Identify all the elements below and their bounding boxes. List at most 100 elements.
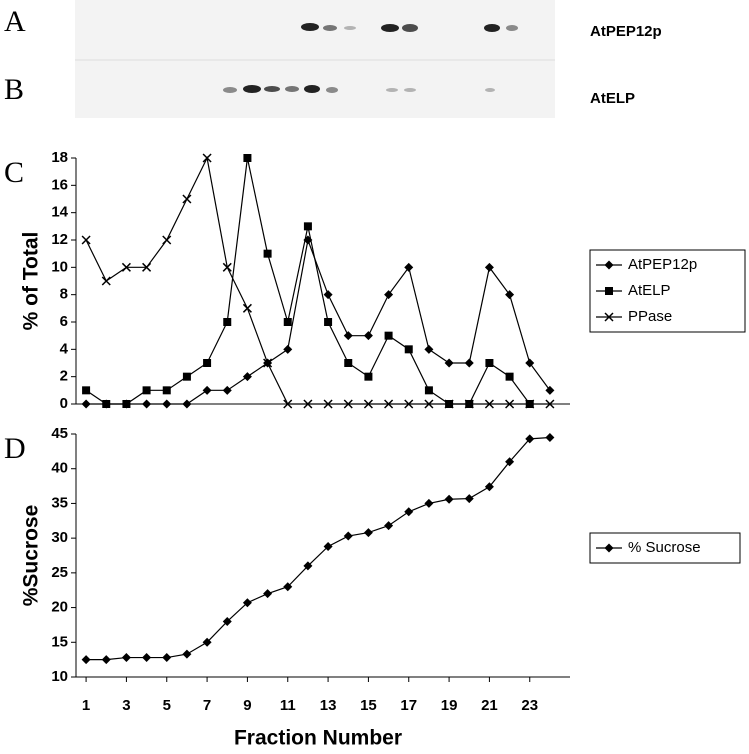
y-tick-label: 2	[60, 368, 68, 385]
legend-marker	[604, 260, 614, 270]
marker	[323, 541, 333, 551]
y-tick-label: 45	[51, 425, 68, 442]
legend-marker	[605, 287, 613, 295]
legend-label: AtELP	[628, 282, 671, 299]
marker	[464, 494, 474, 504]
x-axis-label: Fraction Number	[234, 727, 402, 750]
legend-marker	[604, 543, 614, 553]
marker	[162, 653, 172, 663]
marker	[263, 358, 273, 368]
marker	[343, 531, 353, 541]
marker	[182, 399, 192, 409]
marker	[81, 655, 91, 665]
marker	[485, 359, 494, 367]
marker	[484, 482, 494, 492]
marker	[303, 399, 313, 409]
blot-label: AtELP	[590, 90, 635, 107]
marker	[525, 434, 535, 444]
y-tick-label: 0	[60, 395, 68, 412]
marker	[323, 290, 333, 300]
marker	[505, 372, 514, 381]
marker	[344, 359, 353, 367]
x-tick-label: 3	[122, 697, 130, 714]
legend-marker	[604, 312, 614, 322]
series-line	[85, 157, 531, 405]
marker	[505, 457, 515, 467]
marker	[324, 318, 333, 326]
y-tick-label: 12	[51, 231, 68, 248]
marker	[384, 331, 393, 340]
x-tick-label: 13	[320, 697, 337, 714]
marker	[484, 399, 494, 409]
marker	[545, 399, 555, 409]
marker	[404, 399, 414, 409]
y-tick-label: 10	[51, 258, 68, 275]
marker	[364, 372, 373, 381]
marker	[162, 399, 172, 409]
marker	[424, 399, 434, 409]
marker	[505, 290, 515, 300]
marker	[323, 399, 333, 409]
y-tick-label: 25	[51, 564, 68, 581]
marker	[122, 400, 131, 408]
marker	[505, 399, 515, 409]
marker	[182, 194, 192, 204]
series-line	[85, 156, 550, 405]
marker	[363, 331, 373, 341]
marker	[81, 399, 91, 409]
marker	[242, 372, 252, 382]
marker	[222, 262, 232, 272]
marker	[464, 358, 474, 368]
marker	[162, 235, 172, 245]
series-line	[86, 237, 551, 405]
y-tick-label: 35	[51, 494, 68, 511]
marker	[404, 507, 414, 517]
y-axis-label: %Sucrose	[20, 505, 43, 607]
marker	[484, 262, 494, 272]
marker	[142, 386, 151, 395]
y-tick-label: 4	[60, 340, 69, 357]
marker	[82, 386, 91, 395]
marker	[384, 290, 394, 300]
marker	[384, 521, 394, 531]
blot-bands	[223, 23, 518, 93]
marker	[343, 399, 353, 409]
y-tick-label: 16	[51, 176, 68, 193]
marker	[202, 637, 212, 647]
y-tick-label: 10	[51, 668, 68, 685]
x-tick-label: 7	[203, 697, 211, 714]
marker	[404, 345, 413, 354]
marker	[363, 528, 373, 538]
marker	[404, 262, 414, 272]
marker	[242, 598, 252, 608]
marker	[424, 386, 433, 395]
marker	[242, 303, 252, 313]
x-tick-label: 1	[82, 697, 90, 714]
y-tick-label: 18	[51, 149, 68, 166]
x-tick-label: 19	[441, 697, 458, 714]
marker	[202, 385, 212, 395]
marker	[101, 276, 111, 286]
marker	[384, 399, 394, 409]
blot-background	[75, 0, 555, 118]
marker	[424, 498, 434, 508]
legend-label: PPase	[628, 308, 672, 325]
marker	[222, 616, 232, 626]
marker	[102, 400, 111, 408]
legend-label: % Sucrose	[628, 539, 701, 556]
marker	[343, 331, 353, 341]
marker	[283, 318, 292, 326]
marker	[303, 561, 313, 571]
panel-letter: B	[4, 73, 24, 106]
y-tick-label: 15	[51, 633, 68, 650]
x-tick-label: 5	[163, 697, 171, 714]
series-line	[86, 436, 550, 661]
y-tick-label: 14	[51, 204, 68, 221]
y-tick-label: 20	[51, 599, 68, 616]
marker	[142, 653, 152, 663]
y-tick-label: 6	[60, 313, 68, 330]
blot-label: AtPEP12p	[590, 23, 662, 40]
y-tick-label: 40	[51, 460, 68, 477]
x-tick-label: 23	[521, 697, 538, 714]
